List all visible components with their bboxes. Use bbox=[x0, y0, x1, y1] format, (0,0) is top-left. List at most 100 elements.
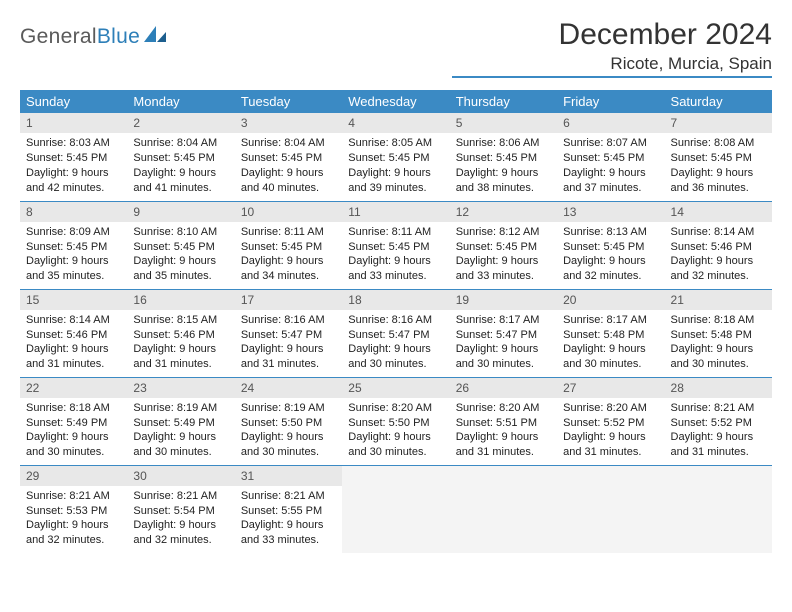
day-number: 1 bbox=[20, 113, 127, 133]
sunset-line: Sunset: 5:55 PM bbox=[241, 504, 336, 519]
day-number: 21 bbox=[665, 290, 772, 310]
calendar-head: SundayMondayTuesdayWednesdayThursdayFrid… bbox=[20, 90, 772, 113]
calendar-day-cell: 10Sunrise: 8:11 AMSunset: 5:45 PMDayligh… bbox=[235, 201, 342, 289]
sunset-line: Sunset: 5:50 PM bbox=[348, 416, 443, 431]
calendar-day-cell: 3Sunrise: 8:04 AMSunset: 5:45 PMDaylight… bbox=[235, 113, 342, 201]
sunset-line: Sunset: 5:45 PM bbox=[348, 240, 443, 255]
calendar-day-cell: 2Sunrise: 8:04 AMSunset: 5:45 PMDaylight… bbox=[127, 113, 234, 201]
sunrise-line: Sunrise: 8:15 AM bbox=[133, 313, 228, 328]
day-number: 7 bbox=[665, 113, 772, 133]
day-details: Sunrise: 8:17 AMSunset: 5:48 PMDaylight:… bbox=[557, 310, 664, 377]
calendar-week-row: 8Sunrise: 8:09 AMSunset: 5:45 PMDaylight… bbox=[20, 201, 772, 289]
sunset-line: Sunset: 5:50 PM bbox=[241, 416, 336, 431]
title-block: December 2024 Ricote, Murcia, Spain bbox=[452, 18, 772, 78]
daylight-line: Daylight: 9 hours and 31 minutes. bbox=[26, 342, 121, 372]
day-number: 17 bbox=[235, 290, 342, 310]
sunrise-line: Sunrise: 8:08 AM bbox=[671, 136, 766, 151]
daylight-line: Daylight: 9 hours and 31 minutes. bbox=[241, 342, 336, 372]
day-details: Sunrise: 8:17 AMSunset: 5:47 PMDaylight:… bbox=[450, 310, 557, 377]
day-number: 13 bbox=[557, 202, 664, 222]
daylight-line: Daylight: 9 hours and 33 minutes. bbox=[241, 518, 336, 548]
day-number: 11 bbox=[342, 202, 449, 222]
sunrise-line: Sunrise: 8:19 AM bbox=[133, 401, 228, 416]
day-details: Sunrise: 8:11 AMSunset: 5:45 PMDaylight:… bbox=[342, 222, 449, 289]
calendar-table: SundayMondayTuesdayWednesdayThursdayFrid… bbox=[20, 90, 772, 553]
day-details: Sunrise: 8:03 AMSunset: 5:45 PMDaylight:… bbox=[20, 133, 127, 200]
daylight-line: Daylight: 9 hours and 30 minutes. bbox=[241, 430, 336, 460]
calendar-day-cell: 6Sunrise: 8:07 AMSunset: 5:45 PMDaylight… bbox=[557, 113, 664, 201]
month-title: December 2024 bbox=[452, 18, 772, 52]
daylight-line: Daylight: 9 hours and 32 minutes. bbox=[26, 518, 121, 548]
day-details: Sunrise: 8:16 AMSunset: 5:47 PMDaylight:… bbox=[235, 310, 342, 377]
daylight-line: Daylight: 9 hours and 38 minutes. bbox=[456, 166, 551, 196]
day-number: 5 bbox=[450, 113, 557, 133]
calendar-day-cell: 12Sunrise: 8:12 AMSunset: 5:45 PMDayligh… bbox=[450, 201, 557, 289]
day-number: 19 bbox=[450, 290, 557, 310]
calendar-empty-cell bbox=[557, 465, 664, 553]
daylight-line: Daylight: 9 hours and 30 minutes. bbox=[26, 430, 121, 460]
sunset-line: Sunset: 5:45 PM bbox=[26, 240, 121, 255]
sunset-line: Sunset: 5:45 PM bbox=[26, 151, 121, 166]
calendar-day-cell: 5Sunrise: 8:06 AMSunset: 5:45 PMDaylight… bbox=[450, 113, 557, 201]
calendar-day-cell: 28Sunrise: 8:21 AMSunset: 5:52 PMDayligh… bbox=[665, 377, 772, 465]
calendar-day-cell: 27Sunrise: 8:20 AMSunset: 5:52 PMDayligh… bbox=[557, 377, 664, 465]
calendar-day-cell: 20Sunrise: 8:17 AMSunset: 5:48 PMDayligh… bbox=[557, 289, 664, 377]
day-details: Sunrise: 8:14 AMSunset: 5:46 PMDaylight:… bbox=[665, 222, 772, 289]
sunset-line: Sunset: 5:52 PM bbox=[563, 416, 658, 431]
day-details: Sunrise: 8:16 AMSunset: 5:47 PMDaylight:… bbox=[342, 310, 449, 377]
sunrise-line: Sunrise: 8:21 AM bbox=[133, 489, 228, 504]
daylight-line: Daylight: 9 hours and 30 minutes. bbox=[456, 342, 551, 372]
sunset-line: Sunset: 5:46 PM bbox=[26, 328, 121, 343]
calendar-day-cell: 14Sunrise: 8:14 AMSunset: 5:46 PMDayligh… bbox=[665, 201, 772, 289]
day-details: Sunrise: 8:21 AMSunset: 5:54 PMDaylight:… bbox=[127, 486, 234, 553]
logo: GeneralBlue bbox=[20, 18, 168, 49]
sunrise-line: Sunrise: 8:11 AM bbox=[241, 225, 336, 240]
day-details: Sunrise: 8:07 AMSunset: 5:45 PMDaylight:… bbox=[557, 133, 664, 200]
calendar-day-cell: 15Sunrise: 8:14 AMSunset: 5:46 PMDayligh… bbox=[20, 289, 127, 377]
sunrise-line: Sunrise: 8:19 AM bbox=[241, 401, 336, 416]
day-number: 28 bbox=[665, 378, 772, 398]
sunset-line: Sunset: 5:49 PM bbox=[133, 416, 228, 431]
sunset-line: Sunset: 5:45 PM bbox=[241, 151, 336, 166]
day-number: 20 bbox=[557, 290, 664, 310]
day-number: 2 bbox=[127, 113, 234, 133]
day-details: Sunrise: 8:14 AMSunset: 5:46 PMDaylight:… bbox=[20, 310, 127, 377]
day-details: Sunrise: 8:19 AMSunset: 5:50 PMDaylight:… bbox=[235, 398, 342, 465]
logo-word1: General bbox=[20, 25, 97, 48]
day-details: Sunrise: 8:04 AMSunset: 5:45 PMDaylight:… bbox=[235, 133, 342, 200]
calendar-week-row: 22Sunrise: 8:18 AMSunset: 5:49 PMDayligh… bbox=[20, 377, 772, 465]
day-number: 9 bbox=[127, 202, 234, 222]
day-number: 23 bbox=[127, 378, 234, 398]
sunrise-line: Sunrise: 8:17 AM bbox=[563, 313, 658, 328]
sunrise-line: Sunrise: 8:16 AM bbox=[348, 313, 443, 328]
calendar-empty-cell bbox=[665, 465, 772, 553]
weekday-header: Monday bbox=[127, 90, 234, 113]
day-details: Sunrise: 8:18 AMSunset: 5:48 PMDaylight:… bbox=[665, 310, 772, 377]
weekday-header: Thursday bbox=[450, 90, 557, 113]
day-details: Sunrise: 8:19 AMSunset: 5:49 PMDaylight:… bbox=[127, 398, 234, 465]
sunset-line: Sunset: 5:45 PM bbox=[456, 151, 551, 166]
daylight-line: Daylight: 9 hours and 30 minutes. bbox=[348, 430, 443, 460]
daylight-line: Daylight: 9 hours and 42 minutes. bbox=[26, 166, 121, 196]
sunrise-line: Sunrise: 8:16 AM bbox=[241, 313, 336, 328]
day-number: 4 bbox=[342, 113, 449, 133]
daylight-line: Daylight: 9 hours and 39 minutes. bbox=[348, 166, 443, 196]
calendar-day-cell: 22Sunrise: 8:18 AMSunset: 5:49 PMDayligh… bbox=[20, 377, 127, 465]
sunset-line: Sunset: 5:46 PM bbox=[671, 240, 766, 255]
sunrise-line: Sunrise: 8:17 AM bbox=[456, 313, 551, 328]
daylight-line: Daylight: 9 hours and 32 minutes. bbox=[133, 518, 228, 548]
day-details: Sunrise: 8:13 AMSunset: 5:45 PMDaylight:… bbox=[557, 222, 664, 289]
sunrise-line: Sunrise: 8:21 AM bbox=[671, 401, 766, 416]
calendar-day-cell: 24Sunrise: 8:19 AMSunset: 5:50 PMDayligh… bbox=[235, 377, 342, 465]
sunset-line: Sunset: 5:49 PM bbox=[26, 416, 121, 431]
calendar-day-cell: 31Sunrise: 8:21 AMSunset: 5:55 PMDayligh… bbox=[235, 465, 342, 553]
daylight-line: Daylight: 9 hours and 30 minutes. bbox=[563, 342, 658, 372]
day-details: Sunrise: 8:08 AMSunset: 5:45 PMDaylight:… bbox=[665, 133, 772, 200]
daylight-line: Daylight: 9 hours and 36 minutes. bbox=[671, 166, 766, 196]
calendar-day-cell: 17Sunrise: 8:16 AMSunset: 5:47 PMDayligh… bbox=[235, 289, 342, 377]
daylight-line: Daylight: 9 hours and 31 minutes. bbox=[456, 430, 551, 460]
weekday-row: SundayMondayTuesdayWednesdayThursdayFrid… bbox=[20, 90, 772, 113]
calendar-empty-cell bbox=[342, 465, 449, 553]
daylight-line: Daylight: 9 hours and 30 minutes. bbox=[133, 430, 228, 460]
sunrise-line: Sunrise: 8:20 AM bbox=[456, 401, 551, 416]
